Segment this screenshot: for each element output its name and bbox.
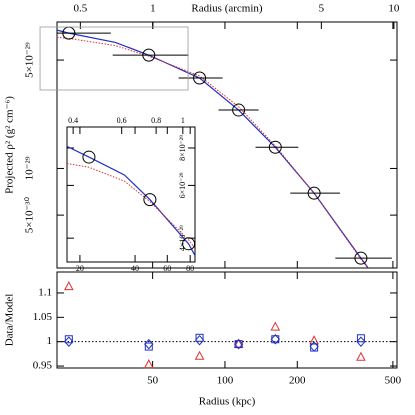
x2-tick-label: 10 <box>388 3 400 15</box>
data-point <box>64 336 74 347</box>
data-point <box>195 333 204 342</box>
data-point <box>143 359 154 369</box>
x-axis-label: Radius (arcmin) <box>191 3 263 15</box>
plot-area <box>57 26 392 268</box>
x2-tick-label: 0.8 <box>151 116 161 125</box>
x-tick-label: 60 <box>163 264 171 273</box>
y-tick-label: 5×10⁻³⁰ <box>24 196 36 233</box>
data-point <box>143 193 157 207</box>
data-point <box>270 321 281 331</box>
data-point <box>232 103 246 117</box>
model-line <box>57 29 369 268</box>
x2-tick-label: 5 <box>319 3 325 15</box>
x2-tick-label: 1 <box>150 3 156 15</box>
data-point <box>309 341 319 352</box>
x2-tick-label: 1 <box>181 116 185 125</box>
y-axis-label: Data/Model <box>4 294 16 347</box>
y-tick-label: 1 <box>47 335 53 347</box>
data-point <box>233 338 244 350</box>
x-tick-label: 80 <box>186 264 194 273</box>
panel: 5×10⁻³⁰ 10⁻²⁹ 5×10⁻²⁹ 0.5 1 5 10 Radius (arcmin… <box>4 3 400 269</box>
plot-frame <box>66 126 196 263</box>
y-axis-label: Projected ρ² (g² cm⁻⁶) <box>4 96 16 194</box>
x2-tick-label: 0.6 <box>117 116 127 125</box>
data-point <box>144 342 153 351</box>
data-point <box>270 333 280 345</box>
data-point <box>194 350 205 360</box>
panel: 4×10⁻²⁹ 6×10⁻²⁹ 8×10⁻²⁹ 20 40 60 80 0.4 0.6 0.8 1 <box>66 116 196 273</box>
y-tick-label: 1.05 <box>33 311 53 323</box>
x-tick-label: 50 <box>147 375 159 387</box>
model-line <box>67 163 195 249</box>
data-point <box>182 237 195 251</box>
y-tick-label: 8×10⁻²⁹ <box>178 135 187 161</box>
x-axis-label: Radius (kpc) <box>199 396 256 408</box>
data-point <box>268 140 282 154</box>
data-point <box>63 281 74 291</box>
x-tick-label: 100 <box>217 375 234 387</box>
x-tick-label: 200 <box>289 375 306 387</box>
data-point <box>82 150 96 164</box>
data-point <box>144 338 154 350</box>
data-point <box>356 351 366 361</box>
data-point <box>356 336 366 347</box>
x-tick-label: 500 <box>385 375 402 387</box>
y-tick-label: 0.95 <box>33 360 53 372</box>
x2-tick-label: 0.4 <box>68 116 78 125</box>
plot-frame <box>56 271 398 369</box>
panel: 0.95 1 1.05 1.1 50 100 200 500 Radius (kpc) Data/… <box>4 271 402 408</box>
x2-tick-label: 0.5 <box>73 3 87 15</box>
plot-area <box>67 145 195 256</box>
data-point <box>142 48 156 62</box>
y-tick-label: 5×10⁻²⁹ <box>24 42 36 78</box>
x-tick-label: 20 <box>76 264 84 273</box>
data-point <box>193 71 207 85</box>
x-tick-label: 40 <box>131 264 139 273</box>
model-line <box>67 145 195 256</box>
y-tick-label: 4×10⁻²⁹ <box>178 225 187 251</box>
zoom-region <box>39 26 189 91</box>
y-tick-label: 6×10⁻²⁹ <box>178 172 187 198</box>
data-point <box>354 251 368 265</box>
data-point <box>356 334 365 343</box>
data-point <box>307 186 321 200</box>
y-tick-label: 1.1 <box>38 286 52 298</box>
data-point <box>64 335 73 344</box>
data-point <box>194 334 205 346</box>
y-tick-label: 10⁻²⁹ <box>24 156 36 180</box>
